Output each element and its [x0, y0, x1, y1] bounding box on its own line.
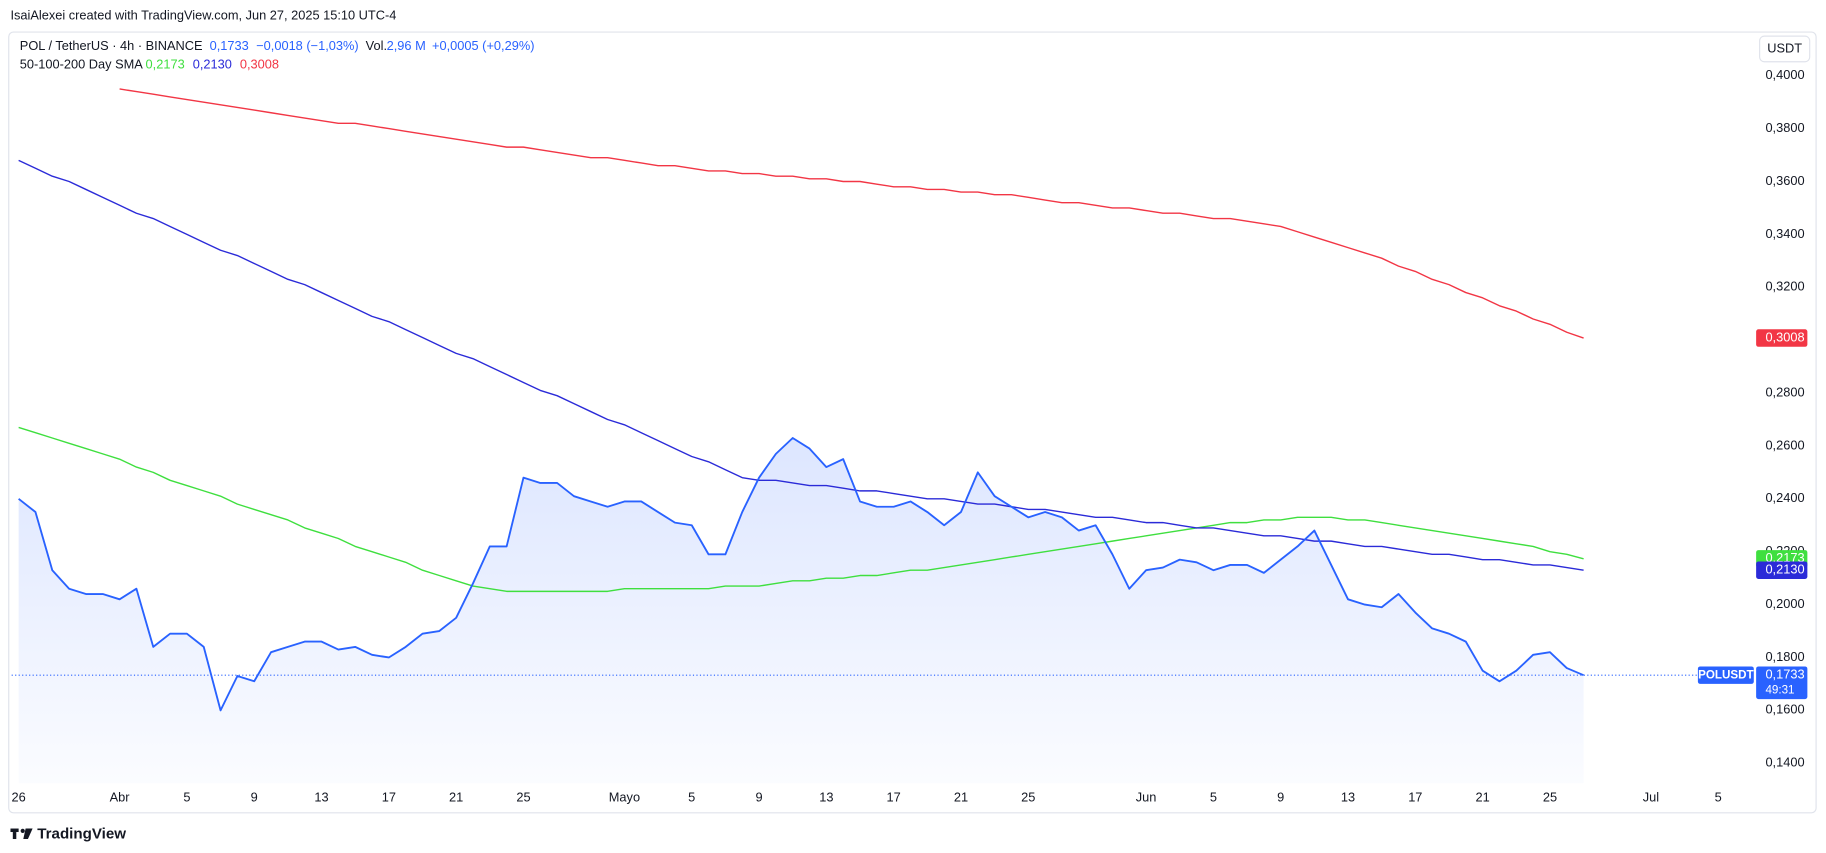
legend-price: 0,1733: [210, 38, 249, 53]
y-tick-label: 0,1800: [1765, 649, 1804, 664]
legend-volume-label: Vol.: [366, 38, 387, 53]
x-tick-label: 17: [887, 790, 901, 805]
x-tick-label: 17: [1408, 790, 1422, 805]
countdown: 49:31: [1765, 683, 1794, 696]
y-tick-label: 0,1400: [1765, 755, 1804, 770]
currency-label[interactable]: USDT: [1767, 40, 1802, 55]
x-tick-label: 5: [688, 790, 695, 805]
x-tick-label: 21: [449, 790, 463, 805]
x-tick-label: 9: [251, 790, 258, 805]
chart-frame: [8, 31, 1817, 814]
y-tick-label: 0,2400: [1765, 490, 1804, 505]
legend-symbol: POL / TetherUS · 4h · BINANCE: [20, 38, 203, 53]
sma-value-box: [1756, 561, 1808, 579]
legend-sma-value: 0,2130: [193, 57, 232, 72]
symbol-tag: [1697, 666, 1754, 684]
sma-value-label: 0,3008: [1765, 329, 1804, 344]
y-tick-label: 0,3200: [1765, 279, 1804, 294]
legend-sma-value: 0,3008: [240, 57, 279, 72]
x-tick-label: Mayo: [609, 790, 640, 805]
x-tick-label: 9: [1277, 790, 1284, 805]
x-tick-label: Abr: [110, 790, 131, 805]
footer-brand: TradingView: [37, 825, 126, 842]
x-tick-label: 13: [819, 790, 833, 805]
x-tick-label: 13: [1341, 790, 1355, 805]
price-box-label: 0,1733: [1765, 667, 1804, 682]
legend-sma-value: 0,2173: [146, 57, 185, 72]
x-tick-label: 26: [12, 790, 26, 805]
x-tick-label: Jul: [1643, 790, 1659, 805]
x-tick-label: 25: [516, 790, 530, 805]
x-tick-label: 5: [1210, 790, 1217, 805]
y-tick-label: 0,3400: [1765, 226, 1804, 241]
sma-value-label: 0,2130: [1765, 562, 1804, 577]
attribution: IsaiAlexei created with TradingView.com,…: [10, 8, 396, 23]
x-tick-label: Jun: [1136, 790, 1157, 805]
sma-line: [18, 159, 1584, 571]
y-tick-label: 0,3600: [1765, 173, 1804, 188]
sma-line: [119, 88, 1584, 339]
sma-value-box: [1756, 329, 1808, 347]
price-area: [18, 438, 1584, 784]
price-box: [1756, 666, 1808, 700]
legend-indicator: 50-100-200 Day SMA: [20, 57, 143, 72]
legend-volume-change: +0,0005 (+0,29%): [432, 38, 534, 53]
symbol-tag-label: POLUSDT: [1698, 668, 1754, 681]
x-tick-label: 25: [1543, 790, 1557, 805]
y-tick-label: 0,2000: [1765, 596, 1804, 611]
y-tick-label: 0,3800: [1765, 120, 1804, 135]
x-tick-label: 13: [314, 790, 328, 805]
x-tick-label: 5: [183, 790, 190, 805]
y-tick-label: 0,4000: [1765, 67, 1804, 82]
x-tick-label: 25: [1021, 790, 1035, 805]
sma-line: [18, 426, 1584, 593]
legend-change: −0,0018 (−1,03%): [256, 38, 358, 53]
y-tick-label: 0,1600: [1765, 702, 1804, 717]
y-tick-label: 0,2800: [1765, 384, 1804, 399]
x-tick-label: 9: [755, 790, 762, 805]
x-tick-label: 17: [382, 790, 396, 805]
footer-logo: [10, 828, 33, 840]
y-tick-label: 0,2600: [1765, 437, 1804, 452]
x-tick-label: 5: [1715, 790, 1722, 805]
price-line: [18, 437, 1584, 712]
x-tick-label: 21: [1476, 790, 1490, 805]
currency-button[interactable]: [1759, 35, 1811, 63]
x-tick-label: 21: [954, 790, 968, 805]
legend-volume: 2,96 M: [387, 38, 426, 53]
